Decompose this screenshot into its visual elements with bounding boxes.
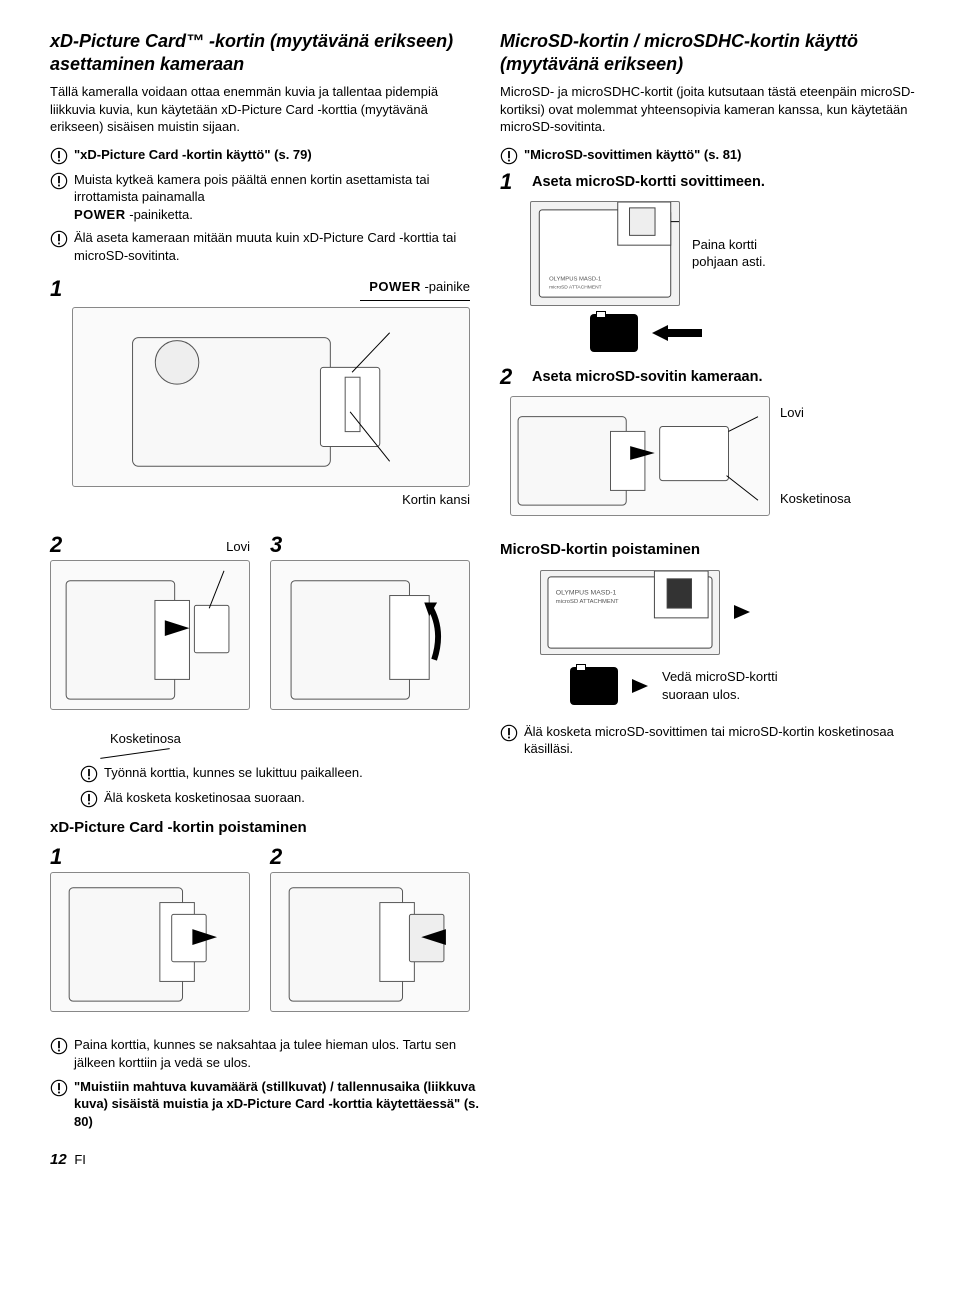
diagram-insert-adapter (510, 396, 770, 516)
note-text: Työnnä korttia, kunnes se lukittuu paika… (104, 764, 363, 782)
right-subheading: MicroSD-kortin poistaminen (500, 540, 920, 560)
svg-text:microSD ATTACHMENT: microSD ATTACHMENT (549, 284, 602, 290)
note-text: "xD-Picture Card -kortin käyttö" (s. 79) (74, 146, 312, 164)
step-1-right: 1 Aseta microSD-kortti sovittimeen. (500, 171, 920, 193)
note-xd-usage: "xD-Picture Card -kortin käyttö" (s. 79) (50, 146, 470, 165)
warning-icon (500, 147, 518, 165)
warning-icon (50, 230, 68, 248)
arrow-right-icon (632, 679, 648, 693)
label-kosketinosa-left: Kosketinosa (110, 730, 470, 748)
label-paina-kortti: Paina kortti pohjaan asti. (692, 236, 802, 271)
diagram-insert-card (50, 560, 250, 710)
diagram-adapter: OLYMPUS MASD-1 microSD ATTACHMENT (530, 201, 680, 306)
left-heading: xD-Picture Card™ -kortin (myytävänä erik… (50, 30, 470, 75)
note-press-card: Paina korttia, kunnes se naksahtaa ja tu… (50, 1036, 490, 1071)
left-body: Tällä kameralla voidaan ottaa enemmän ku… (50, 83, 470, 136)
diagram-remove-2 (270, 872, 470, 1012)
left-subheading: xD-Picture Card -kortin poistaminen (50, 818, 470, 838)
note-dont-touch: Älä kosketa kosketinosaa suoraan. (80, 789, 470, 808)
remove-step-1: 1 (50, 846, 72, 868)
svg-text:OLYMPUS MASD-1: OLYMPUS MASD-1 (549, 276, 601, 282)
step-1-number: 1 (50, 278, 72, 300)
svg-text:OLYMPUS MASD-1: OLYMPUS MASD-1 (556, 589, 617, 596)
remove-step-2: 2 (270, 846, 292, 868)
label-kosketinosa-right: Kosketinosa (780, 490, 851, 508)
label-veda: Vedä microSD-kortti suoraan ulos. (662, 668, 812, 703)
right-body: MicroSD- ja microSDHC-kortit (joita kuts… (500, 83, 920, 136)
note-text: "MicroSD-sovittimen käyttö" (s. 81) (524, 146, 741, 164)
step-2-text: Aseta microSD-sovitin kameraan. (532, 366, 762, 388)
warning-icon (50, 147, 68, 165)
note-power-off: Muista kytkeä kamera pois päältä ennen k… (50, 171, 470, 224)
note-text: "Muistiin mahtuva kuvamäärä (stillkuvat)… (74, 1078, 490, 1131)
page-footer: 12 FI (50, 1150, 920, 1170)
microsd-card-graphic-2 (570, 667, 618, 705)
note-microsd-usage: "MicroSD-sovittimen käyttö" (s. 81) (500, 146, 920, 165)
label-lovi-left: Lovi (80, 534, 250, 556)
warning-icon (80, 790, 98, 808)
note-text: Älä kosketa microSD-sovittimen tai micro… (524, 723, 920, 758)
note-text: Paina korttia, kunnes se naksahtaa ja tu… (74, 1036, 490, 1071)
label-kortin-kansi: Kortin kansi (402, 492, 470, 507)
warning-icon (50, 1079, 68, 1097)
step-1-text: Aseta microSD-kortti sovittimeen. (532, 171, 765, 193)
note-text: Älä aseta kameraan mitään muuta kuin xD-… (74, 229, 470, 264)
power-button-label: -painike (421, 279, 470, 294)
diagram-camera-power (72, 307, 470, 487)
note-text: Muista kytkeä kamera pois päältä ennen k… (74, 171, 470, 224)
diagram-close-cover (270, 560, 470, 710)
page-number: 12 (50, 1151, 67, 1168)
step-num-1: 1 (500, 171, 522, 193)
note-push-card: Työnnä korttia, kunnes se lukittuu paika… (80, 764, 470, 783)
step-2-right: 2 Aseta microSD-sovitin kameraan. (500, 366, 920, 388)
label-lovi-right: Lovi (780, 404, 851, 422)
right-heading: MicroSD-kortin / microSDHC-kortin käyttö… (500, 30, 920, 75)
microsd-card-graphic (590, 314, 638, 352)
note-only-xd: Älä aseta kameraan mitään muuta kuin xD-… (50, 229, 470, 264)
warning-icon (500, 724, 518, 742)
warning-icon (50, 1037, 68, 1055)
page-lang: FI (74, 1152, 86, 1167)
note-capacity: "Muistiin mahtuva kuvamäärä (stillkuvat)… (50, 1078, 490, 1131)
diagram-remove-1 (50, 872, 250, 1012)
svg-text:microSD ATTACHMENT: microSD ATTACHMENT (556, 599, 619, 605)
note-dont-touch-microsd: Älä kosketa microSD-sovittimen tai micro… (500, 723, 920, 758)
diagram-adapter-remove: OLYMPUS MASD-1 microSD ATTACHMENT (540, 570, 720, 655)
warning-icon (50, 172, 68, 190)
step-3-number: 3 (270, 534, 292, 556)
warning-icon (80, 765, 98, 783)
power-label: POWER (369, 279, 421, 294)
arrow-left-icon (652, 324, 702, 342)
step-num-2: 2 (500, 366, 522, 388)
step-2-number: 2 (50, 534, 72, 556)
arrow-right-icon (734, 605, 750, 619)
note-text: Älä kosketa kosketinosaa suoraan. (104, 789, 305, 807)
